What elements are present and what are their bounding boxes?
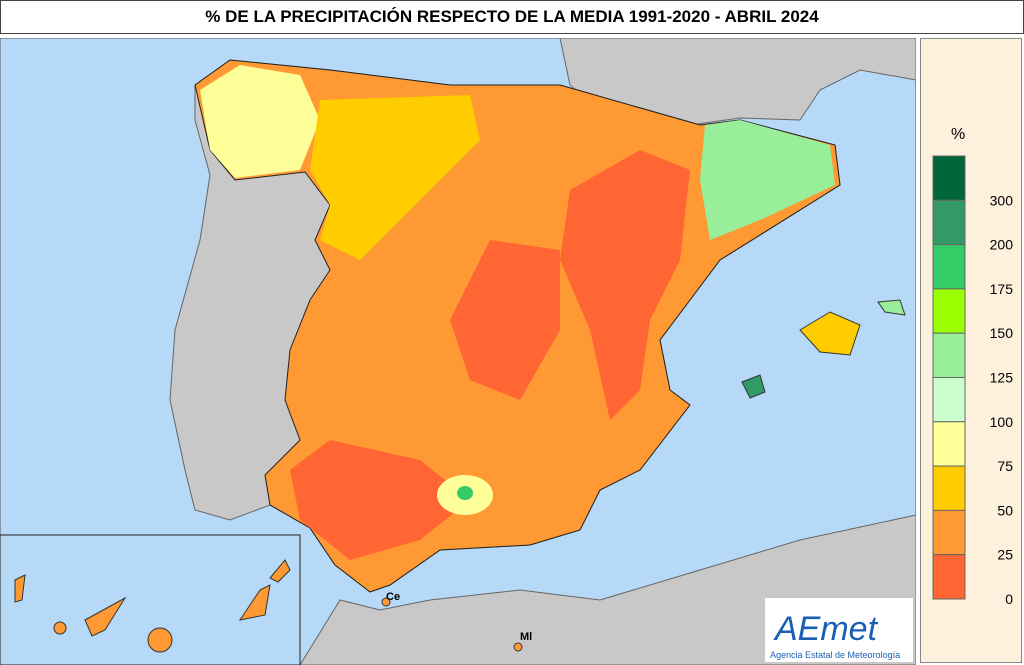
place-label: Ce <box>386 591 400 603</box>
ibiza <box>741 374 766 399</box>
legend-label: 125 <box>990 370 1014 386</box>
logo-box <box>765 598 913 662</box>
legend-label: 25 <box>997 547 1013 563</box>
legend-swatch <box>932 332 966 379</box>
southwest-blob <box>290 440 470 560</box>
lanzarote <box>269 559 291 583</box>
logo: AEmet <box>773 610 879 648</box>
title: % DE LA PRECIPITACIÓN RESPECTO DE LA MED… <box>0 0 1024 34</box>
la-gomera <box>53 621 67 635</box>
menorca <box>877 299 906 316</box>
gran-canaria <box>147 627 173 653</box>
legend-label: 175 <box>990 281 1014 297</box>
legend-swatch <box>932 199 966 246</box>
tenerife <box>84 596 127 637</box>
catalonia-blob <box>700 120 835 240</box>
legend-label: 0 <box>1005 591 1013 607</box>
mallorca <box>799 311 861 356</box>
ceuta-dot <box>381 597 391 607</box>
legend-swatch <box>932 155 966 201</box>
legend-label: 200 <box>990 237 1014 253</box>
fuerteventura <box>238 584 271 621</box>
legend-label: 300 <box>990 192 1014 208</box>
legend-swatch <box>932 465 966 511</box>
la-palma <box>14 574 26 603</box>
logo-caption: Agencia Estatal de Meteorología <box>770 650 900 660</box>
melilla-dot <box>513 642 523 652</box>
place-label: Ml <box>520 631 532 643</box>
legend-swatch <box>932 509 966 556</box>
legend-label: 150 <box>990 325 1014 341</box>
legend-swatch <box>932 554 966 600</box>
east-blob <box>560 150 690 420</box>
legend-swatch <box>932 244 966 290</box>
legend-swatch <box>932 421 966 467</box>
center-blob <box>450 240 560 400</box>
north-blob <box>310 95 480 260</box>
legend-unit: % <box>951 126 965 143</box>
map: Ce Ml AEmet Agencia Estatal de Meteorolo… <box>0 38 916 665</box>
galicia-blob <box>200 65 320 178</box>
granada-core <box>457 486 473 500</box>
legend: % 300 200 175 150 125 100 75 50 25 0 <box>920 38 1022 663</box>
legend-swatch <box>932 288 966 334</box>
africa <box>299 514 916 665</box>
legend-swatch <box>932 377 966 423</box>
legend-label: 75 <box>997 458 1013 474</box>
legend-label: 50 <box>997 502 1013 518</box>
legend-label: 100 <box>990 414 1014 430</box>
